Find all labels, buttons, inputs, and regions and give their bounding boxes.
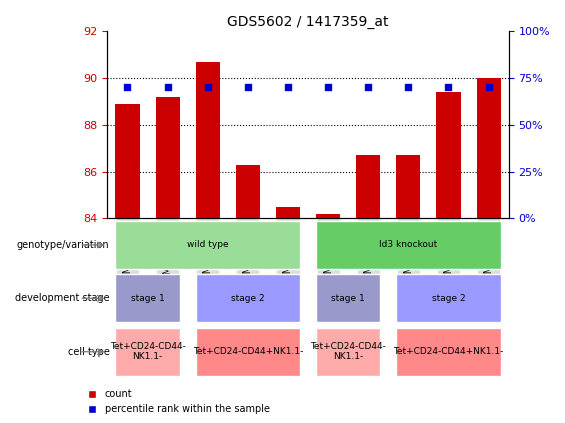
Bar xyxy=(316,214,340,218)
FancyBboxPatch shape xyxy=(115,274,180,322)
Point xyxy=(244,84,253,91)
FancyBboxPatch shape xyxy=(316,328,380,376)
Text: development stage: development stage xyxy=(15,293,110,303)
Point xyxy=(123,84,132,91)
Bar xyxy=(396,155,420,218)
Point xyxy=(484,84,493,91)
Point xyxy=(163,84,172,91)
FancyBboxPatch shape xyxy=(316,221,501,269)
Bar xyxy=(276,206,300,218)
Text: Id3 knockout: Id3 knockout xyxy=(379,240,437,250)
FancyBboxPatch shape xyxy=(396,274,501,322)
Point xyxy=(324,84,333,91)
FancyBboxPatch shape xyxy=(115,221,300,269)
Text: stage 1: stage 1 xyxy=(331,294,365,303)
Text: stage 2: stage 2 xyxy=(231,294,264,303)
Point xyxy=(364,84,373,91)
Bar xyxy=(476,78,501,218)
Text: Tet+CD24-CD44-
NK1.1-: Tet+CD24-CD44- NK1.1- xyxy=(310,342,386,361)
Text: cell type: cell type xyxy=(68,347,110,357)
FancyBboxPatch shape xyxy=(115,328,180,376)
Text: genotype/variation: genotype/variation xyxy=(17,240,110,250)
Bar xyxy=(155,97,180,218)
Text: stage 1: stage 1 xyxy=(131,294,164,303)
Text: wild type: wild type xyxy=(187,240,229,250)
Bar xyxy=(115,104,140,218)
Point xyxy=(284,84,293,91)
FancyBboxPatch shape xyxy=(396,328,501,376)
Bar xyxy=(195,62,220,218)
Point xyxy=(444,84,453,91)
Text: stage 2: stage 2 xyxy=(432,294,466,303)
Legend: count, percentile rank within the sample: count, percentile rank within the sample xyxy=(79,385,273,418)
Point xyxy=(203,84,212,91)
Text: Tet+CD24-CD44+NK1.1-: Tet+CD24-CD44+NK1.1- xyxy=(393,347,503,356)
Bar xyxy=(436,92,460,218)
Bar xyxy=(356,155,380,218)
FancyBboxPatch shape xyxy=(195,274,300,322)
Title: GDS5602 / 1417359_at: GDS5602 / 1417359_at xyxy=(227,15,389,29)
Bar xyxy=(236,165,260,218)
Text: Tet+CD24-CD44+NK1.1-: Tet+CD24-CD44+NK1.1- xyxy=(193,347,303,356)
FancyBboxPatch shape xyxy=(316,274,380,322)
Point xyxy=(404,84,413,91)
Text: Tet+CD24-CD44-
NK1.1-: Tet+CD24-CD44- NK1.1- xyxy=(110,342,185,361)
FancyBboxPatch shape xyxy=(195,328,300,376)
